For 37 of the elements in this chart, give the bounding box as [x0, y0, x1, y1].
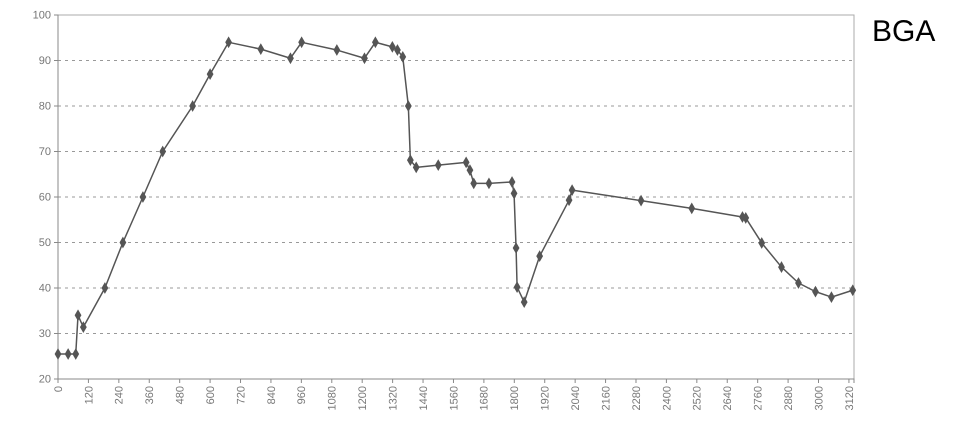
- y-tick-label: 50: [38, 237, 51, 250]
- x-tick-label: 1800: [509, 386, 522, 410]
- x-tick-label: 600: [204, 386, 217, 404]
- x-tick-label: 1440: [418, 386, 430, 410]
- x-tick-label: 840: [266, 386, 278, 404]
- y-tick-label: 100: [32, 10, 51, 22]
- x-tick-label: 3000: [813, 386, 826, 410]
- y-tick-label: 80: [38, 100, 51, 113]
- x-tick-label: 1920: [540, 386, 552, 410]
- x-tick-label: 360: [144, 386, 156, 404]
- y-tick-label: 40: [38, 282, 51, 295]
- x-tick-label: 1320: [387, 386, 400, 410]
- x-tick-label: 2640: [722, 386, 734, 410]
- x-tick-label: 720: [235, 386, 248, 404]
- y-tick-label: 60: [38, 192, 51, 204]
- x-tick-label: 480: [174, 386, 187, 404]
- x-tick-label: 2880: [782, 386, 795, 410]
- x-tick-label: 2400: [661, 386, 674, 410]
- text: BGA: [872, 15, 936, 48]
- y-tick-label: 70: [38, 146, 51, 158]
- x-tick-label: 2520: [692, 386, 704, 410]
- x-tick-label: 120: [83, 386, 96, 404]
- y-tick-label: 30: [38, 328, 51, 340]
- x-tick-label: 1200: [357, 386, 370, 410]
- x-tick-label: 2040: [570, 386, 582, 410]
- x-tick-label: 1560: [448, 386, 460, 410]
- y-tick-label: 20: [38, 374, 51, 386]
- x-tick-label: 0: [52, 386, 65, 392]
- x-tick-label: 3120: [844, 386, 856, 410]
- x-tick-label: 240: [114, 386, 126, 404]
- x-tick-label: 2760: [752, 386, 765, 410]
- x-tick-label: 1680: [478, 386, 491, 410]
- x-tick-label: 1080: [326, 386, 339, 410]
- x-tick-label: 2280: [630, 386, 643, 410]
- y-tick-label: 90: [38, 55, 51, 68]
- x-tick-label: 960: [296, 386, 308, 404]
- x-tick-label: 2160: [600, 386, 612, 410]
